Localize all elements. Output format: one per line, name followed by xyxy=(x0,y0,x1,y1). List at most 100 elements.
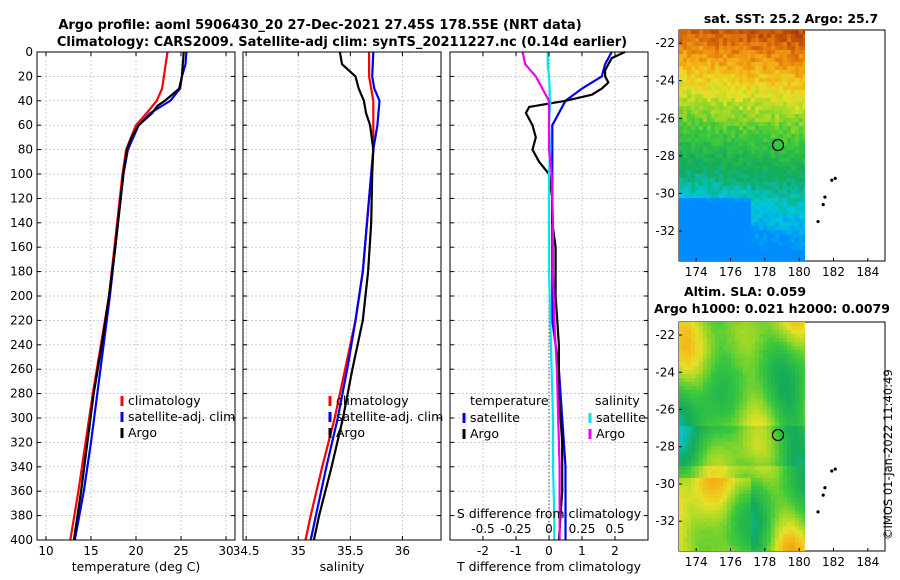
map-pixel xyxy=(695,210,700,215)
map-pixel xyxy=(679,426,684,431)
map-pixel xyxy=(699,34,704,39)
map-pixel xyxy=(723,82,728,87)
map-pixel xyxy=(739,230,744,235)
map-pixel xyxy=(743,62,748,67)
map-pixel xyxy=(691,178,696,183)
map-pixel xyxy=(795,338,800,343)
temperature-legend-label: satellite-adj. clim xyxy=(128,409,235,424)
map-pixel xyxy=(727,438,732,443)
map-pixel xyxy=(723,394,728,399)
map-pixel xyxy=(771,526,776,531)
map-pixel xyxy=(751,510,756,515)
map-pixel xyxy=(803,490,805,495)
map-pixel xyxy=(727,214,732,219)
map-pixel xyxy=(795,394,800,399)
map-pixel xyxy=(787,382,792,387)
map-pixel xyxy=(695,134,700,139)
map-pixel xyxy=(695,470,700,475)
map-pixel xyxy=(767,366,772,371)
map-pixel xyxy=(787,458,792,463)
map-pixel xyxy=(711,86,716,91)
map-pixel xyxy=(795,370,800,375)
map-pixel xyxy=(683,522,688,527)
map-pixel xyxy=(691,398,696,403)
map-pixel xyxy=(767,498,772,503)
map-pixel xyxy=(719,226,724,231)
map-pixel xyxy=(795,70,800,75)
map-pixel xyxy=(791,58,796,63)
map-pixel xyxy=(759,38,764,43)
depth-tick-label: 200 xyxy=(10,289,33,303)
map-pixel xyxy=(771,518,776,523)
map-pixel xyxy=(739,494,744,499)
map-pixel xyxy=(767,238,772,243)
map-pixel xyxy=(711,506,716,511)
map-pixel xyxy=(695,454,700,459)
map-pixel xyxy=(747,194,752,199)
map-pixel xyxy=(759,102,764,107)
map-pixel xyxy=(755,254,760,259)
map-pixel xyxy=(763,458,768,463)
map-pixel xyxy=(683,254,688,259)
map-pixel xyxy=(715,166,720,171)
map-pixel xyxy=(799,102,804,107)
map-pixel xyxy=(787,242,792,247)
map-pixel xyxy=(731,50,736,55)
map-pixel xyxy=(719,134,724,139)
map-pixel xyxy=(715,74,720,79)
map-pixel xyxy=(795,510,800,515)
map-pixel xyxy=(799,478,804,483)
map-pixel xyxy=(755,382,760,387)
map-pixel xyxy=(759,522,764,527)
map-pixel xyxy=(735,442,740,447)
map-pixel xyxy=(711,490,716,495)
map-pixel xyxy=(731,114,736,119)
map-pixel xyxy=(695,462,700,467)
map-pixel xyxy=(799,250,804,255)
map-pixel xyxy=(739,434,744,439)
map-pixel xyxy=(787,50,792,55)
map-pixel xyxy=(739,174,744,179)
map-pixel xyxy=(751,346,756,351)
map-pixel xyxy=(763,442,768,447)
map-pixel xyxy=(735,178,740,183)
map-pixel xyxy=(699,30,704,35)
map-pixel xyxy=(799,354,804,359)
map-pixel xyxy=(727,478,732,483)
map-pixel xyxy=(679,206,684,211)
map-pixel xyxy=(771,402,776,407)
map-pixel xyxy=(751,514,756,519)
sla-map-axes: 174 176 178 180 182 184-22-24-26-28-30-32 xyxy=(655,328,879,569)
map-pixel xyxy=(771,502,776,507)
map-pixel xyxy=(699,498,704,503)
map-pixel xyxy=(803,402,805,407)
map-pixel xyxy=(727,498,732,503)
map-pixel xyxy=(775,354,780,359)
map-pixel xyxy=(719,218,724,223)
map-pixel xyxy=(691,42,696,47)
map-pixel xyxy=(783,366,788,371)
map-pixel xyxy=(743,390,748,395)
map-pixel xyxy=(679,122,684,127)
difference-xtick-label: -2 xyxy=(477,544,489,558)
map-pixel xyxy=(735,542,740,547)
map-pixel xyxy=(751,374,756,379)
map-pixel xyxy=(707,490,712,495)
map-pixel xyxy=(683,486,688,491)
map-pixel xyxy=(711,134,716,139)
map-pixel xyxy=(783,326,788,331)
map-pixel xyxy=(743,226,748,231)
map-pixel xyxy=(735,342,740,347)
map-pixel xyxy=(747,402,752,407)
map-pixel xyxy=(783,42,788,47)
map-pixel xyxy=(783,434,788,439)
map-pixel xyxy=(751,450,756,455)
map-pixel xyxy=(715,418,720,423)
map-pixel xyxy=(723,514,728,519)
map-pixel xyxy=(735,522,740,527)
map-pixel xyxy=(755,238,760,243)
map-pixel xyxy=(767,530,772,535)
map-pixel xyxy=(779,474,784,479)
map-pixel xyxy=(687,206,692,211)
